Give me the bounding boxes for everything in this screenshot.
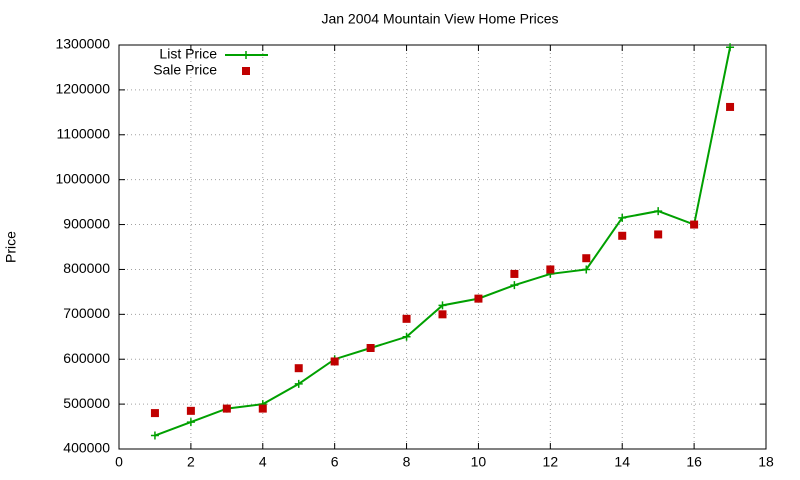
- point-marker: [582, 265, 591, 274]
- chart-title: Jan 2004 Mountain View Home Prices: [321, 11, 558, 27]
- point-marker: [618, 231, 627, 240]
- x-tick-label: 8: [403, 454, 411, 470]
- y-tick-label: 800000: [63, 260, 110, 276]
- plot-frame: [118, 44, 767, 450]
- legend-swatch: [242, 67, 250, 75]
- point-marker: [654, 207, 663, 216]
- x-tick-label: 10: [471, 454, 487, 470]
- y-tick-label: 1200000: [55, 81, 110, 97]
- point-marker: [690, 220, 699, 229]
- series-line: [154, 47, 732, 437]
- point-marker: [366, 344, 375, 352]
- point-marker: [654, 230, 663, 239]
- point-marker: [618, 213, 627, 222]
- point-marker: [510, 281, 519, 290]
- x-tick-label: 18: [758, 454, 774, 470]
- point-marker: [330, 357, 339, 366]
- point-marker: [726, 43, 735, 52]
- point-marker: [546, 265, 555, 274]
- legend-swatch: [242, 51, 250, 59]
- point-marker: [582, 254, 591, 263]
- point-marker: [402, 314, 411, 323]
- x-tick-label: 16: [686, 454, 702, 470]
- y-tick-label: 1300000: [55, 36, 110, 52]
- legend-label: Sale Price: [153, 62, 217, 78]
- x-tick-label: 4: [259, 454, 267, 470]
- point-marker: [222, 404, 231, 413]
- point-marker: [726, 102, 735, 111]
- point-marker: [150, 409, 159, 418]
- y-tick-label: 500000: [63, 395, 110, 411]
- x-tick-label: 2: [187, 454, 195, 470]
- point-marker: [438, 310, 447, 319]
- y-tick-label: 700000: [63, 305, 110, 321]
- point-marker: [402, 332, 411, 341]
- y-tick-label: 600000: [63, 350, 110, 366]
- x-tick-label: 14: [614, 454, 630, 470]
- point-marker: [474, 294, 483, 303]
- point-marker: [150, 431, 159, 440]
- point-marker: [294, 379, 303, 388]
- point-marker: [294, 364, 303, 373]
- legend-label: List Price: [159, 46, 217, 62]
- point-marker: [438, 301, 447, 310]
- point-marker: [186, 406, 195, 415]
- y-tick-label: 400000: [63, 440, 110, 456]
- point-marker: [258, 404, 267, 413]
- y-tick-label: 900000: [63, 215, 110, 231]
- y-tick-label: 1100000: [57, 125, 111, 141]
- point-marker: [510, 269, 519, 278]
- x-tick-label: 6: [331, 454, 339, 470]
- x-tick-label: 12: [543, 454, 559, 470]
- y-tick-label: 1000000: [55, 170, 110, 186]
- x-tick-label: 0: [115, 454, 123, 470]
- point-marker: [186, 418, 195, 427]
- y-axis-label: Price: [3, 231, 19, 263]
